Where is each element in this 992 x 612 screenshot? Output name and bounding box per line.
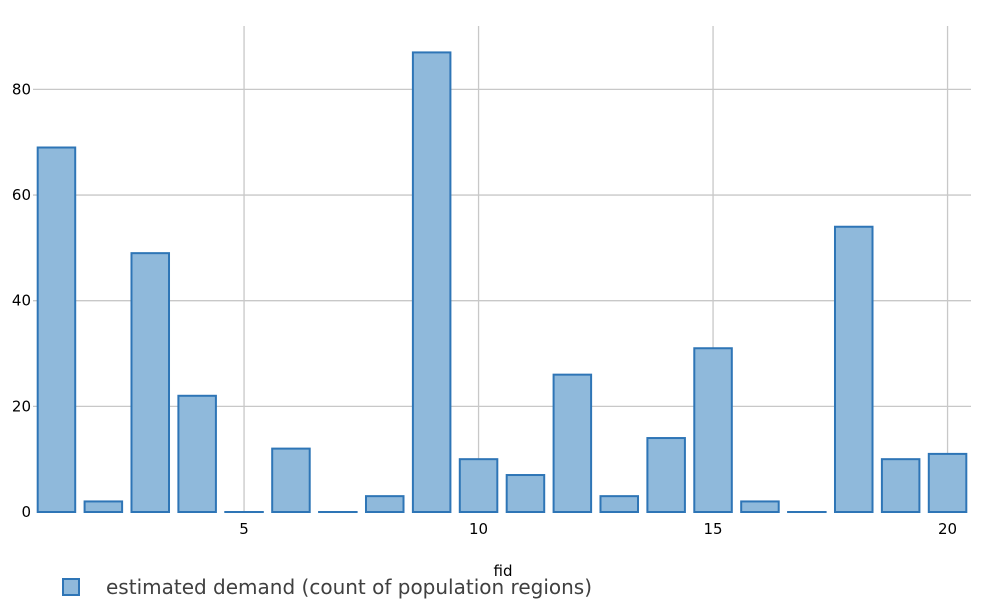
y-tick-label: 20: [12, 397, 31, 415]
y-tick-label: 80: [12, 80, 31, 98]
bars: [36, 51, 968, 514]
x-tick-label: 20: [938, 520, 957, 538]
bar: [505, 474, 546, 513]
bar: [271, 447, 311, 514]
bar: [83, 500, 124, 514]
bar: [130, 252, 171, 514]
x-tick-label: 15: [704, 520, 723, 538]
bar: [411, 51, 452, 513]
bar: [693, 347, 733, 513]
bar: [177, 394, 217, 514]
y-tick-label: 60: [12, 186, 31, 204]
y-tick-label: 0: [21, 503, 31, 521]
bar: [364, 495, 405, 513]
bar: [36, 146, 77, 513]
legend-label: estimated demand (count of population re…: [106, 575, 593, 599]
bar: [599, 495, 640, 513]
bar: [927, 452, 968, 513]
legend: estimated demand (count of population re…: [62, 574, 592, 600]
bar: [458, 458, 499, 514]
tick-labels: 0 20 40 60 80 5 10 15 20: [12, 80, 957, 538]
bar: [646, 437, 686, 514]
bar: [552, 373, 593, 513]
y-tick-label: 40: [12, 292, 31, 310]
x-tick-label: 10: [469, 520, 488, 538]
legend-swatch: [62, 578, 80, 596]
grid-lines: [33, 26, 971, 512]
bar: [880, 458, 921, 514]
x-axis-title: fid: [494, 562, 513, 580]
bar: [740, 500, 780, 514]
x-tick-label: 5: [239, 520, 249, 538]
bar: [833, 225, 874, 513]
